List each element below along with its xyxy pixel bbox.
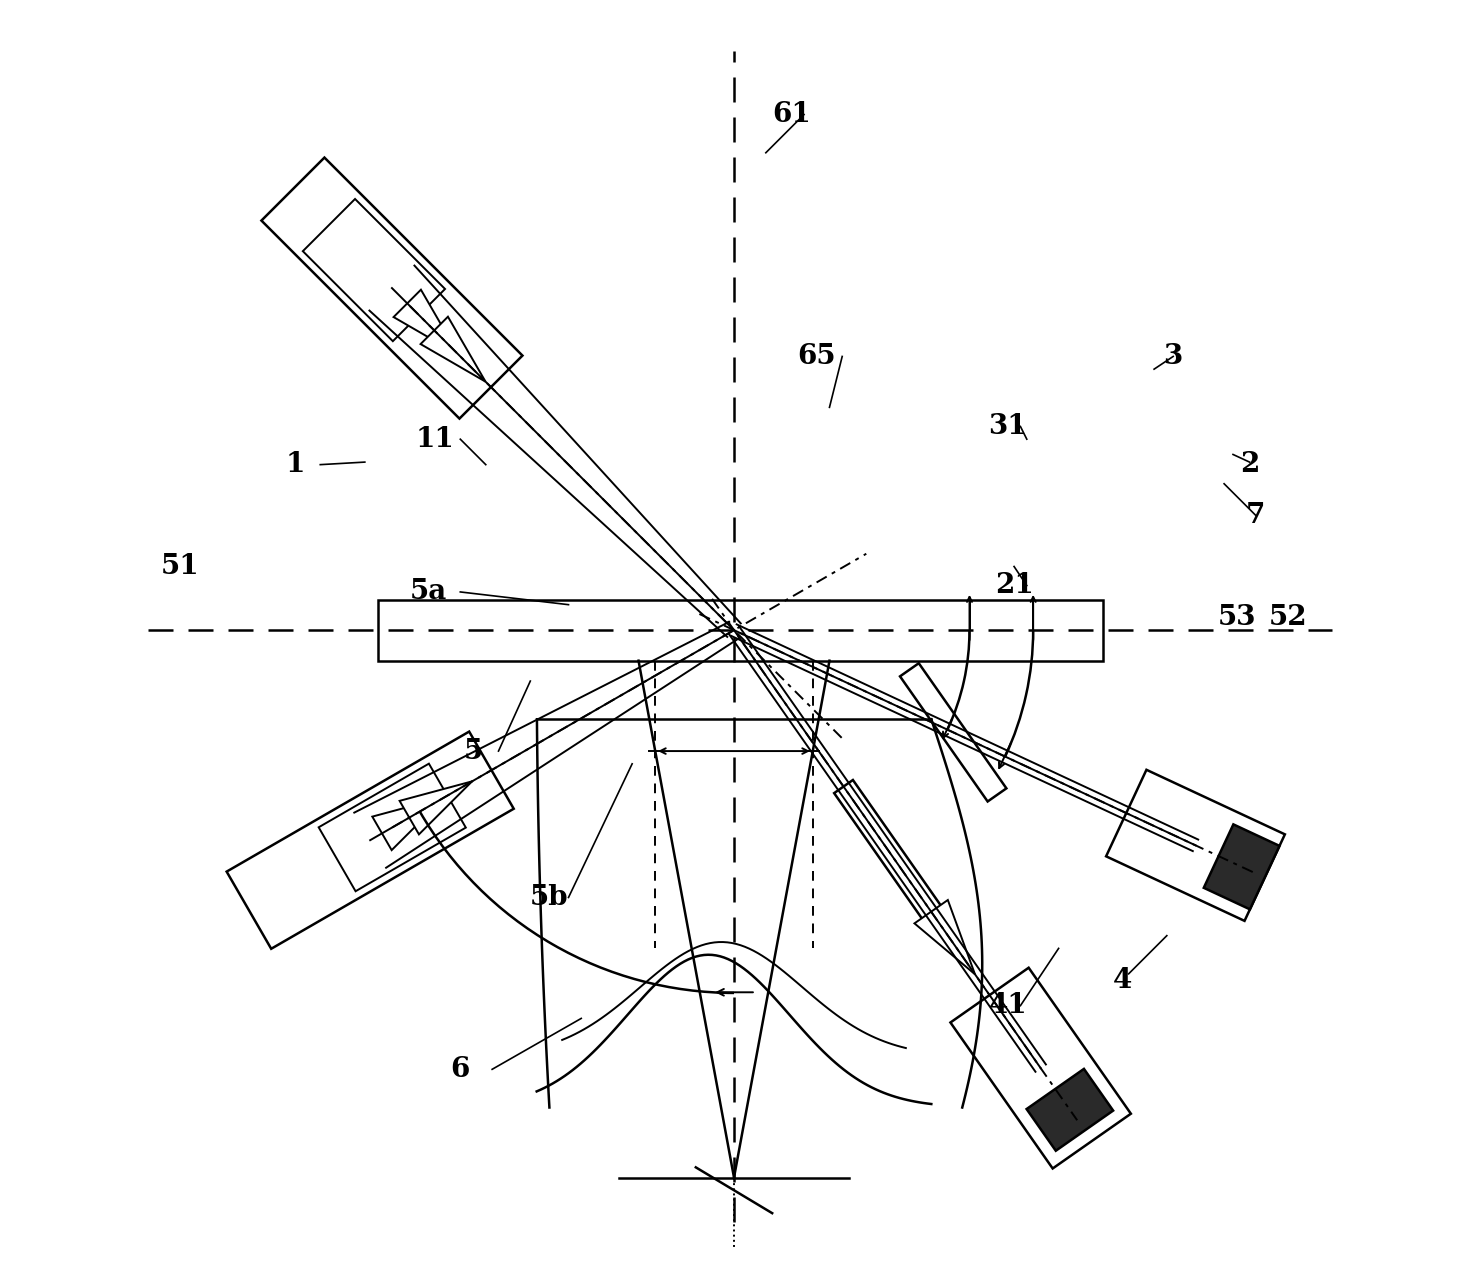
Text: 31: 31 [988, 412, 1028, 440]
Text: 3: 3 [1164, 342, 1183, 370]
Text: 5b: 5b [530, 883, 568, 911]
Polygon shape [1026, 1069, 1113, 1151]
Text: 21: 21 [995, 572, 1033, 600]
Bar [377, 600, 1102, 661]
Text: 1: 1 [285, 451, 304, 479]
Text: 7: 7 [1246, 502, 1265, 530]
Text: 65: 65 [797, 342, 837, 370]
Polygon shape [373, 797, 445, 850]
Polygon shape [399, 782, 473, 834]
Text: 52: 52 [1268, 603, 1307, 631]
Text: 61: 61 [772, 101, 810, 129]
Text: 11: 11 [415, 425, 454, 453]
Text: 41: 41 [988, 992, 1028, 1020]
Text: 6: 6 [451, 1055, 470, 1083]
Text: 2: 2 [1240, 451, 1260, 479]
Polygon shape [1204, 825, 1280, 909]
Text: 51: 51 [161, 552, 200, 580]
Polygon shape [393, 290, 458, 355]
Text: 5a: 5a [410, 578, 448, 606]
Text: 4: 4 [1113, 966, 1132, 994]
Text: 53: 53 [1217, 603, 1257, 631]
Polygon shape [420, 317, 486, 382]
Text: 5: 5 [464, 737, 483, 765]
Polygon shape [915, 900, 975, 974]
